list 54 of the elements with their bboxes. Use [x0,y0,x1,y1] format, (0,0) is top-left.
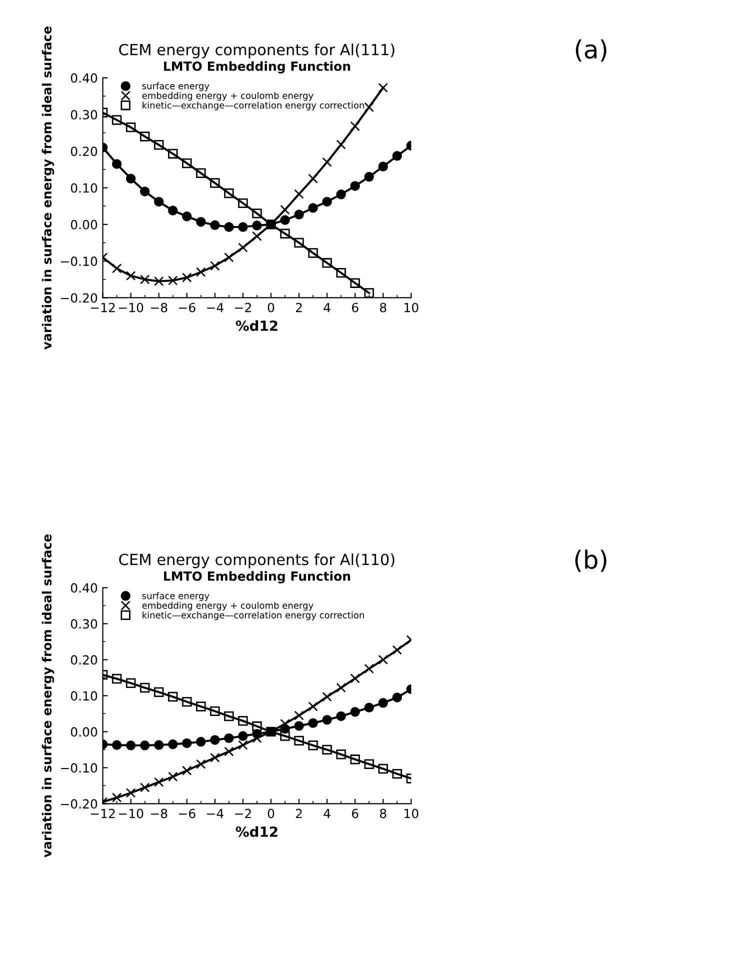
x-tick-label: 4 [324,808,330,818]
y-tick-label: 0.30 [70,110,98,120]
x-tick-label: 0 [268,302,274,312]
y-tick-label: 0.40 [70,583,98,593]
x-tick-label: 0 [268,808,274,818]
x-tick-label: 6 [352,808,358,818]
y-tick-label: 0.00 [70,220,98,230]
legend-label: kinetic—exchange—correlation energy correction [142,102,364,110]
y-tick-label: 0.20 [70,146,98,156]
x-tick-label: −6 [179,808,196,818]
legend-label: embedding energy + coulomb energy [142,92,314,101]
chart-title: CEM energy components for Al(111) [119,44,394,58]
text: (a) [576,39,606,62]
x-tick-label: 2 [296,808,302,818]
x-tick-label: −8 [150,808,168,818]
x-tick-label: −2 [235,302,251,312]
x-tick-label: −8 [150,302,168,312]
y-axis-title: variation in surface energy from ideal surface [42,26,54,350]
y-tick-label: 0.10 [70,691,98,701]
y-tick-label: 0.00 [70,727,98,737]
x-tick-label: −4 [207,808,224,818]
x-tick-label: −10 [118,808,144,818]
x-tick-label: −6 [179,302,196,312]
y-tick-label: 0.10 [70,183,98,193]
y-tick-label: 0.40 [70,73,98,83]
chart-title: CEM energy components for Al(110) [119,553,394,568]
text: (b) [575,550,606,572]
x-tick-label: −12 [90,808,115,818]
y-tick-label: −0.10 [60,763,98,773]
legend-label: surface energy [142,592,210,601]
x-tick-label: 8 [380,302,386,312]
x-tick-label: −2 [235,808,251,818]
y-axis-title: variation in surface energy from ideal surface [42,534,54,858]
x-axis-title: %d12 [236,320,278,332]
x-tick-label: −4 [207,302,224,312]
x-axis-title: %d12 [236,826,278,837]
x-tick-label: 6 [352,302,358,312]
y-tick-label: −0.20 [60,293,98,303]
x-tick-label: 10 [404,302,418,312]
legend-label: surface energy [142,82,210,92]
y-tick-label: −0.10 [60,256,98,266]
x-tick-label: 4 [324,302,330,312]
x-tick-label: 10 [404,808,418,818]
x-tick-label: 8 [380,808,386,818]
y-tick-label: 0.30 [70,619,98,629]
y-tick-label: 0.20 [70,655,98,665]
x-tick-label: −10 [118,302,144,312]
chart-subtitle: LMTO Embedding Function [164,571,350,584]
legend-label: kinetic—exchange—correlation energy correction [142,611,364,620]
x-tick-label: −12 [90,302,115,312]
legend-label: embedding energy + coulomb energy [142,602,314,611]
y-tick-label: −0.20 [60,799,98,809]
x-tick-label: 2 [296,302,302,312]
chart-subtitle: LMTO Embedding Function [164,61,350,74]
